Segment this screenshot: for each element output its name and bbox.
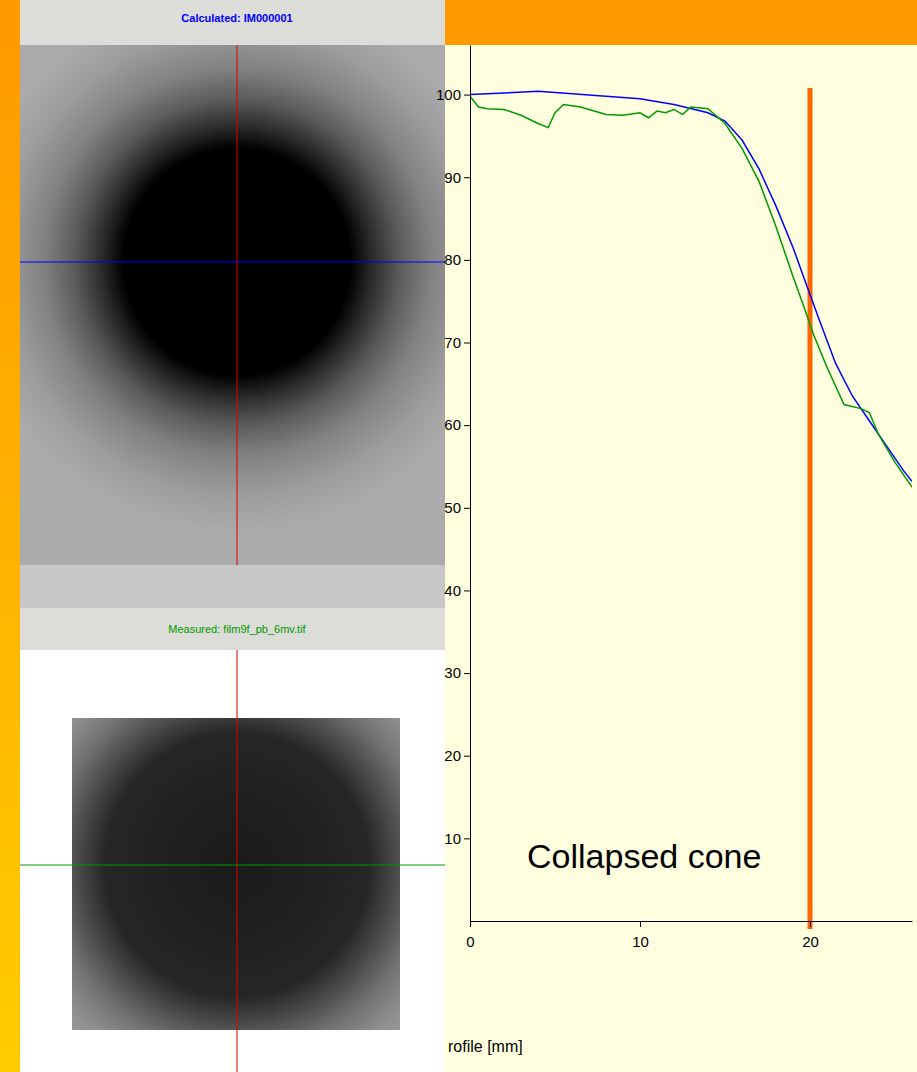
annotation-patch	[524, 836, 764, 876]
tick: 10	[444, 830, 470, 847]
tick-mark	[464, 260, 470, 261]
tick-mark	[464, 343, 470, 344]
panel-ground	[20, 650, 445, 1072]
crosshair	[20, 262, 445, 263]
tick: 70	[444, 334, 470, 351]
calculated-image	[20, 45, 445, 565]
tick-mark	[464, 425, 470, 426]
tick-label: 0	[466, 933, 474, 950]
tick-label: 70	[444, 334, 461, 351]
annotation-line	[808, 88, 813, 929]
axis-title: rofile [mm]	[448, 1038, 523, 1055]
tick-mark	[464, 590, 470, 591]
tick: 40	[444, 582, 470, 599]
tick-label: 10	[444, 830, 461, 847]
tick-mark	[640, 921, 641, 927]
crosshair	[237, 45, 238, 565]
slide: Calculated: IM000001 Measured: film9f_pb_…	[0, 0, 917, 1072]
crosshair	[237, 650, 238, 1072]
tick-label: 20	[444, 747, 461, 764]
tick-label: 100	[436, 86, 461, 103]
series-line	[470, 91, 912, 481]
tick: 0	[466, 921, 474, 950]
tick-label: 50	[444, 499, 461, 516]
tick: 20	[444, 747, 470, 764]
panel-footer	[20, 565, 445, 608]
annotation-text: Collapsed cone	[527, 837, 761, 875]
tick-mark	[464, 177, 470, 178]
tick-mark	[464, 838, 470, 839]
background	[0, 0, 917, 1072]
tick-label: 40	[444, 582, 461, 599]
header-band	[0, 0, 917, 45]
panel-header	[20, 0, 445, 45]
chart-background	[445, 45, 917, 1072]
tick: 80	[444, 251, 470, 268]
panel-header	[20, 608, 445, 650]
tick: 100	[436, 86, 470, 103]
x-axis: 0 10 20	[466, 921, 912, 950]
tick-mark	[464, 673, 470, 674]
tick-label: 30	[444, 664, 461, 681]
measured-image	[72, 718, 400, 1030]
tick-label: 90	[444, 169, 461, 186]
tick-label: 80	[444, 251, 461, 268]
tick-mark	[464, 756, 470, 757]
tick-mark	[464, 508, 470, 509]
axis-line	[471, 921, 913, 922]
plot-area	[470, 91, 912, 487]
tick-label: 60	[444, 416, 461, 433]
tick: 30	[444, 664, 470, 681]
panel-title: Measured: film9f_pb_6mv.tif	[168, 623, 306, 635]
axis-line	[470, 46, 471, 922]
annotation: Collapsed cone	[524, 836, 764, 876]
tick-mark	[464, 95, 470, 96]
tick: 90	[444, 169, 470, 186]
tick: 20	[802, 921, 819, 950]
series-line	[470, 96, 912, 487]
tick: 50	[444, 499, 470, 516]
crosshair	[20, 865, 445, 866]
panel-title: Calculated: IM000001	[181, 12, 292, 24]
tick: 10	[632, 921, 649, 950]
tick: 60	[444, 416, 470, 433]
tick-label: 10	[632, 933, 649, 950]
y-axis: 10 20 30 40 50 60 70 80 90 100	[436, 46, 471, 922]
tick-label: 20	[802, 933, 819, 950]
tick-mark	[810, 921, 811, 927]
tick-mark	[470, 921, 471, 927]
